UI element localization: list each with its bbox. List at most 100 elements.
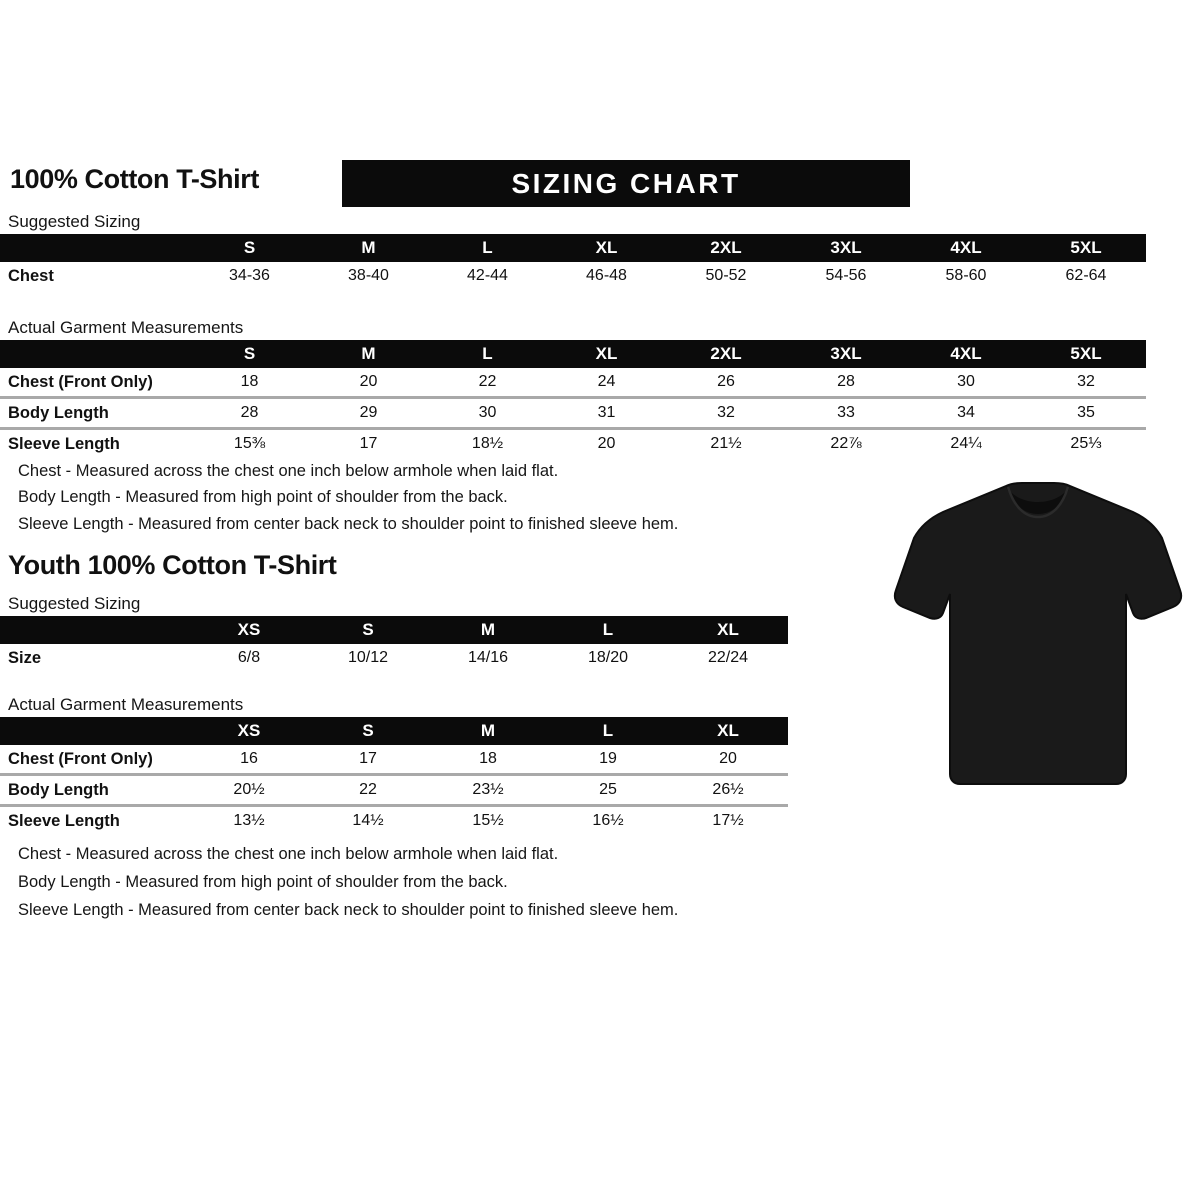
cell-value: 16½ xyxy=(592,812,624,829)
cell-value: 19 xyxy=(599,750,617,767)
table-row: Sleeve Length 15⅜ 17 18½ 20 21½ 22⅞ 24¼ … xyxy=(0,430,1146,458)
cell-value: 18/20 xyxy=(587,649,629,666)
cell-value: 15⅜ xyxy=(233,435,266,452)
cell-value: 22⅞ xyxy=(830,435,862,452)
column-header-2xl: 2XL xyxy=(710,238,742,257)
table-row: Chest (Front Only) 16 17 18 19 20 xyxy=(0,745,788,773)
cell-value: 32 xyxy=(1077,373,1095,390)
column-header-2xl: 2XL xyxy=(710,344,742,363)
page-title: 100% Cotton T-Shirt xyxy=(10,164,259,194)
cell-value: 30 xyxy=(957,373,975,390)
youth-suggested-sizing-label: Suggested Sizing xyxy=(8,594,141,613)
cell-value: 22 xyxy=(359,781,377,798)
youth-section-title: Youth 100% Cotton T-Shirt xyxy=(8,550,337,580)
tshirt-illustration xyxy=(888,474,1188,804)
cell-value: 62-64 xyxy=(1065,267,1107,284)
row-label: Body Length xyxy=(8,403,109,422)
cell-value: 31 xyxy=(597,404,616,421)
cell-value: 54-56 xyxy=(825,267,867,284)
sizing-chart-banner-label: SIZING CHART xyxy=(511,167,741,199)
column-header-l: L xyxy=(482,238,493,257)
youth-garment-measurements-label: Actual Garment Measurements xyxy=(8,695,244,714)
cell-value: 26 xyxy=(717,373,735,390)
column-header-rowlabel xyxy=(0,717,190,745)
cell-value: 15½ xyxy=(472,812,504,829)
column-header-5xl: 5XL xyxy=(1070,344,1102,363)
youth-note-sleeve-length: Sleeve Length - Measured from center bac… xyxy=(18,901,679,919)
page-header: 100% Cotton T-Shirt SIZING CHART xyxy=(10,160,1190,210)
column-header-m: M xyxy=(361,344,376,363)
cell-value: 10/12 xyxy=(347,649,389,666)
adult-note-sleeve-length: Sleeve Length - Measured from center bac… xyxy=(18,515,679,533)
cell-value: 23½ xyxy=(472,781,504,798)
column-header-4xl: 4XL xyxy=(950,238,982,257)
column-header-l: L xyxy=(482,344,493,363)
youth-suggested-sizing-table: XS S M L XL Size 6/8 10/12 14/16 18/20 2… xyxy=(0,616,788,672)
column-header-m: M xyxy=(480,620,496,639)
column-header-l: L xyxy=(602,721,614,740)
row-divider xyxy=(0,427,1146,430)
cell-value: 30 xyxy=(478,404,497,421)
table-row: Sleeve Length 13½ 14½ 15½ 16½ 17½ xyxy=(0,807,788,835)
cell-value: 50-52 xyxy=(705,267,747,284)
row-label: Body Length xyxy=(8,780,109,799)
cell-value: 38-40 xyxy=(348,267,389,284)
table-header-row: S M L XL 2XL 3XL 4XL 5XL xyxy=(0,234,1146,262)
row-divider xyxy=(0,396,1146,399)
cell-value: 42-44 xyxy=(467,267,508,284)
adult-suggested-sizing-label: Suggested Sizing xyxy=(8,212,141,231)
cell-value: 17 xyxy=(359,750,377,767)
table-row: Body Length 20½ 22 23½ 25 26½ xyxy=(0,776,788,804)
cell-value: 34-36 xyxy=(229,267,270,284)
table-row: Body Length 28 29 30 31 32 33 34 35 xyxy=(0,399,1146,427)
cell-value: 22 xyxy=(478,373,497,390)
adult-note-chest: Chest - Measured across the chest one in… xyxy=(18,462,559,480)
cell-value: 24 xyxy=(597,373,616,390)
column-header-3xl: 3XL xyxy=(830,238,862,257)
column-header-xs: XS xyxy=(237,620,261,639)
row-divider xyxy=(0,773,788,776)
column-header-rowlabel xyxy=(0,234,190,262)
cell-value: 22/24 xyxy=(707,649,749,666)
youth-note-chest: Chest - Measured across the chest one in… xyxy=(18,845,559,863)
adult-suggested-sizing-table: S M L XL 2XL 3XL 4XL 5XL Chest 34-36 38-… xyxy=(0,234,1146,290)
cell-value: 17½ xyxy=(712,812,744,829)
table-header-row: XS S M L XL xyxy=(0,717,788,745)
row-label: Sleeve Length xyxy=(8,434,120,453)
adult-garment-measurements-table: S M L XL 2XL 3XL 4XL 5XL Chest (Front On… xyxy=(0,340,1146,458)
adult-note-body-length: Body Length - Measured from high point o… xyxy=(18,488,508,506)
cell-value: 14/16 xyxy=(467,649,509,666)
cell-value: 28 xyxy=(240,404,259,421)
youth-note-body-length: Body Length - Measured from high point o… xyxy=(18,873,508,891)
row-label: Sleeve Length xyxy=(8,811,120,830)
cell-value: 25 xyxy=(599,781,617,798)
youth-garment-measurements-table: XS S M L XL Chest (Front Only) 16 17 18 … xyxy=(0,717,788,835)
cell-value: 46-48 xyxy=(586,267,627,284)
cell-value: 28 xyxy=(837,373,855,390)
column-header-xl: XL xyxy=(717,620,739,639)
cell-value: 58-60 xyxy=(945,267,987,284)
row-divider xyxy=(0,804,788,807)
cell-value: 16 xyxy=(240,750,258,767)
column-header-xl: XL xyxy=(595,344,618,363)
row-label: Size xyxy=(8,648,42,667)
row-label: Chest xyxy=(8,266,54,285)
column-header-m: M xyxy=(361,238,376,257)
row-label: Chest (Front Only) xyxy=(8,372,153,391)
cell-value: 17 xyxy=(359,435,378,452)
table-row: Chest 34-36 38-40 42-44 46-48 50-52 54-5… xyxy=(0,262,1146,290)
column-header-s: S xyxy=(362,620,374,639)
cell-value: 32 xyxy=(717,404,735,421)
column-header-rowlabel xyxy=(0,616,190,644)
column-header-3xl: 3XL xyxy=(830,344,862,363)
cell-value: 34 xyxy=(957,404,975,421)
column-header-m: M xyxy=(480,721,496,740)
table-row: Chest (Front Only) 18 20 22 24 26 28 30 … xyxy=(0,368,1146,396)
cell-value: 26½ xyxy=(712,781,744,798)
tshirt-icon xyxy=(893,482,1183,785)
column-header-s: S xyxy=(243,344,256,363)
cell-value: 21½ xyxy=(710,435,742,452)
table-header-row: S M L XL 2XL 3XL 4XL 5XL xyxy=(0,340,1146,368)
column-header-xl: XL xyxy=(717,721,739,740)
